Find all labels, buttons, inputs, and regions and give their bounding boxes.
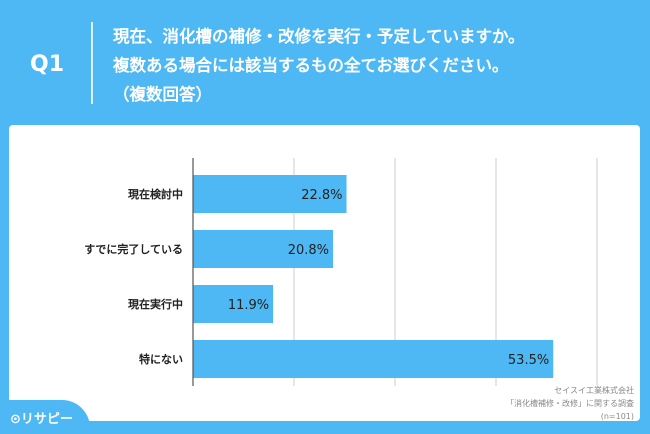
category-label: すでに完了している — [84, 242, 183, 256]
category-label: 現在実行中 — [128, 297, 183, 311]
bar — [193, 230, 334, 268]
category-label: 現在検討中 — [128, 187, 183, 201]
question-number: Q1 — [30, 52, 65, 77]
data-label: 11.9% — [228, 298, 269, 313]
data-label: 53.5% — [508, 353, 549, 368]
source-survey: 「消化槽補修・改修」に関する調査 — [506, 399, 634, 408]
data-label: 22.8% — [301, 188, 342, 203]
data-label: 20.8% — [288, 243, 329, 258]
divider — [91, 22, 93, 104]
logo: ⊙リサピー — [0, 400, 90, 434]
bar — [193, 175, 347, 213]
title-line: 複数ある場合には該当するもの全てお選びください。 — [113, 56, 509, 75]
pin-icon: ⊙ — [10, 412, 21, 427]
source-company: セイスイ工業株式会社 — [554, 386, 634, 395]
sample-size: (n=101) — [600, 412, 634, 421]
category-label: 特にない — [139, 352, 183, 366]
title-line: （複数回答） — [113, 85, 212, 104]
title-line: 現在、消化槽の補修・改修を実行・予定していますか。 — [113, 27, 525, 46]
question-title: 現在、消化槽の補修・改修を実行・予定していますか。 複数ある場合には該当するもの… — [113, 22, 525, 109]
bar — [193, 340, 554, 378]
logo-text: リサピー — [20, 412, 73, 427]
source-note: セイスイ工業株式会社 「消化槽補修・改修」に関する調査 (n=101) — [506, 384, 634, 423]
bar — [193, 285, 274, 323]
